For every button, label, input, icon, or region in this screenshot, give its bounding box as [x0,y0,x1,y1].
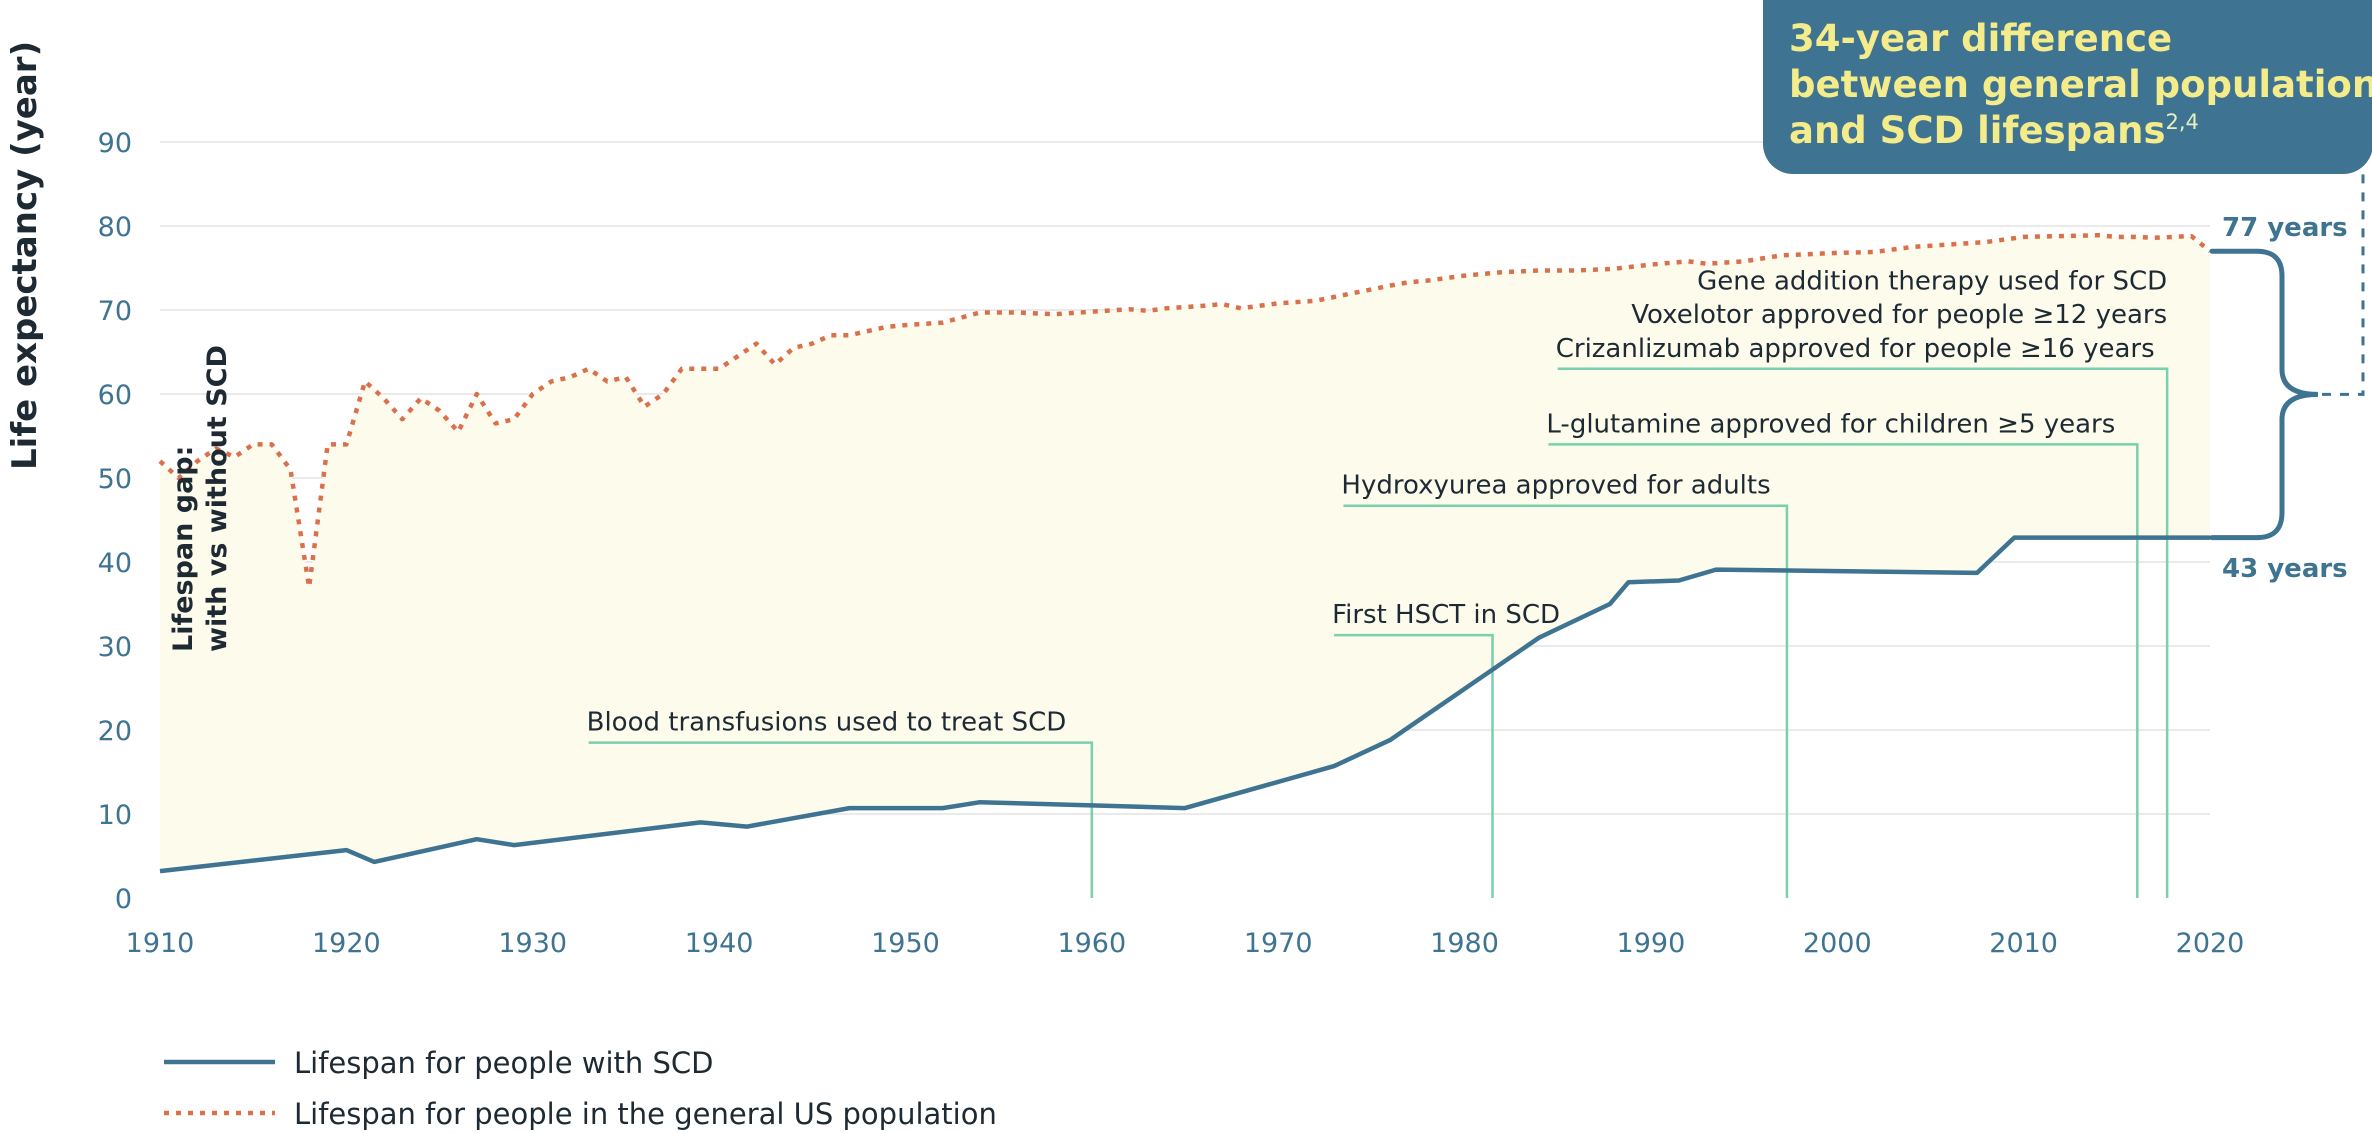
difference-callout: 34-year difference between general popul… [1763,0,2372,174]
end-label-general: 77 years [2222,213,2348,243]
annotation-label-1: First HSCT in SCD [1332,600,1560,630]
annotation-leader-1 [1334,633,1494,898]
x-tick-2010: 2010 [1989,928,2058,959]
annotation-label-6: Gene addition therapy used for SCD [1697,267,2167,297]
y-tick-90: 90 [98,128,132,159]
callout-line-3: and SCD lifespans2,4 [1789,108,2363,154]
legend-label-scd: Lifespan for people with SCD [294,1046,714,1080]
y-tick-70: 70 [98,296,132,327]
annotation-label-5: Voxelotor approved for people ≥12 years [1631,300,2167,330]
callout-line-1: 34-year difference [1789,17,2173,60]
x-tick-1950: 1950 [871,928,940,959]
annotation-leader-0 [588,741,1094,898]
x-tick-1920: 1920 [312,928,381,959]
y-tick-50: 50 [98,464,132,495]
callout-line-3-text: and SCD lifespans [1789,109,2166,152]
x-tick-1990: 1990 [1617,928,1686,959]
callout-line-2: between general population [1789,63,2372,106]
annotation-label-4: Crizanlizumab approved for people ≥16 ye… [1556,334,2155,364]
lifespan-gap-label-line-1: Lifespan gap: [168,446,199,652]
y-tick-60: 60 [98,380,132,411]
y-tick-30: 30 [98,632,132,663]
lifespan-gap-label: Lifespan gap: with vs without SCD [168,345,233,652]
annotation-label-0: Blood transfusions used to treat SCD [587,708,1067,738]
y-tick-10: 10 [98,800,132,831]
scd-lifespan-line [159,535,2210,874]
annotation-leaders [588,367,2169,898]
lifespan-gap-area [160,235,2210,872]
y-tick-0: 0 [115,884,132,915]
axis-ticks: 0 10 20 30 40 50 60 70 80 90 1910 1920 1930 1940 1950 1… [98,128,2245,959]
x-tick-1970: 1970 [1244,928,1313,959]
y-tick-40: 40 [98,548,132,579]
x-tick-1940: 1940 [685,928,754,959]
y-tick-20: 20 [98,716,132,747]
x-tick-2000: 2000 [1803,928,1872,959]
general-population-lifespan-line [158,232,2212,590]
brace-connector [2322,174,2365,396]
annotation-leader-3 [1548,443,2139,898]
y-tick-80: 80 [98,212,132,243]
x-tick-2020: 2020 [2176,928,2245,959]
lifespan-gap-label-line-2: with vs without SCD [202,345,233,652]
annotation-label-3: L-glutamine approved for children ≥5 yea… [1546,409,2115,439]
x-tick-1910: 1910 [126,928,195,959]
x-tick-1980: 1980 [1430,928,1499,959]
callout-superscript: 2,4 [2165,110,2199,134]
y-axis-label: Life expectancy (year) [5,41,45,470]
x-tick-1960: 1960 [1057,928,1126,959]
annotation-labels: Blood transfusions used to treat SCD Firs… [587,267,2168,738]
difference-brace [2209,248,2319,541]
annotation-label-2: Hydroxyurea approved for adults [1341,471,1770,501]
annotation-leader-4 [1557,367,2169,898]
legend-label-general: Lifespan for people in the general US po… [294,1097,997,1131]
annotation-leader-2 [1343,504,1789,898]
end-label-scd: 43 years [2222,554,2348,584]
x-tick-1930: 1930 [498,928,567,959]
